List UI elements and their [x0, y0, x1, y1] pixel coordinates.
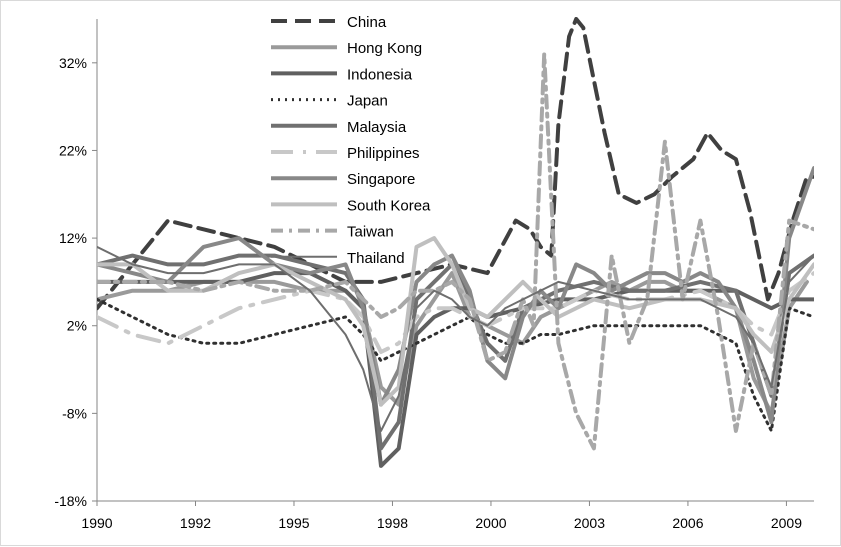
- y-tick-label: 32%: [59, 55, 87, 71]
- x-tick-label: 1998: [377, 515, 408, 531]
- legend-label: Singapore: [347, 171, 415, 188]
- y-tick-label: 22%: [59, 142, 87, 158]
- legend-label: Thailand: [347, 250, 405, 267]
- x-tick-label: 1990: [81, 515, 112, 531]
- y-tick-label: -18%: [54, 493, 87, 509]
- legend-label: Malaysia: [347, 119, 407, 136]
- legend-label: Philippines: [347, 145, 420, 162]
- legend-label: Japan: [347, 93, 388, 110]
- x-tick-label: 1995: [278, 515, 309, 531]
- series-line-hong-kong: [97, 271, 809, 416]
- legend-label: Hong Kong: [347, 40, 422, 57]
- series-line-south-korea: [97, 236, 814, 407]
- x-tick-label: 2000: [475, 515, 506, 531]
- x-tick-label: 2003: [574, 515, 605, 531]
- x-tick-label: 2009: [771, 515, 802, 531]
- legend-label: Indonesia: [347, 66, 413, 83]
- axes: 32% 22% 12% 2% -8% -18% 1990 1992 1995 1998 2000 20…: [54, 19, 814, 531]
- y-tick-label: 12%: [59, 230, 87, 246]
- series-line-taiwan: [97, 52, 814, 451]
- x-tick-label: 2006: [672, 515, 703, 531]
- series-line-thailand: [97, 245, 814, 432]
- legend-label: Taiwan: [347, 224, 394, 241]
- legend: China Hong Kong Indonesia Japan Malaysia Phil…: [271, 14, 431, 267]
- series-layer: [97, 17, 814, 468]
- legend-label: South Korea: [347, 197, 431, 214]
- y-tick-label: -8%: [62, 405, 87, 421]
- legend-label: China: [347, 14, 387, 31]
- x-tick-label: 1992: [180, 515, 211, 531]
- series-line-japan: [97, 297, 814, 433]
- series-line-philippines: [97, 271, 814, 354]
- y-tick-label: 2%: [67, 318, 87, 334]
